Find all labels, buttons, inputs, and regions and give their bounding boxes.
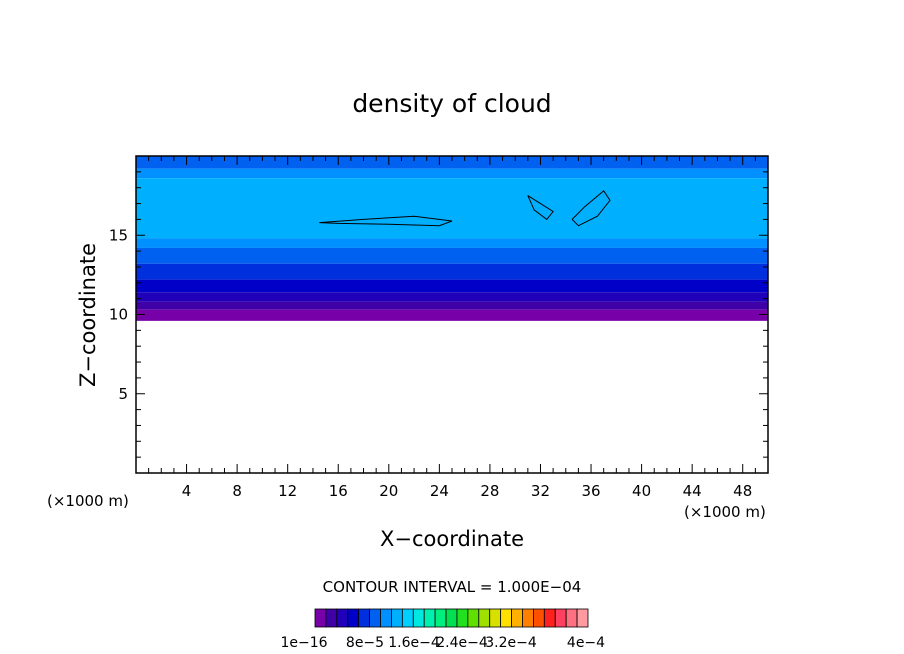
- x-tick-label: 8: [232, 482, 242, 500]
- x-tick-label: 40: [632, 482, 651, 500]
- contour-band-0: [136, 156, 768, 169]
- colorbar-label: 3.2e−4: [485, 635, 537, 651]
- x-tick-label: 28: [480, 482, 499, 500]
- filled-contour-bands: [136, 156, 768, 321]
- y-axis-label: Z−coordinate: [76, 243, 100, 387]
- colorbar-swatch: [336, 608, 349, 628]
- colorbar-swatch: [511, 608, 523, 628]
- contour-line-2: [571, 190, 611, 227]
- contour-band-9: [136, 309, 768, 321]
- contour-band-7: [136, 292, 768, 302]
- colorbar-swatch: [445, 608, 458, 628]
- colorbar-swatch: [554, 608, 567, 628]
- colorbar-swatch: [358, 608, 370, 628]
- contour-band-3: [136, 238, 768, 248]
- x-axis-label: X−coordinate: [380, 527, 524, 551]
- chart-title: density of cloud: [352, 89, 551, 118]
- colorbar-swatch: [380, 608, 392, 628]
- colorbar-swatch: [543, 608, 556, 628]
- colorbar-swatch: [412, 608, 425, 628]
- colorbar-swatch: [467, 608, 480, 628]
- colorbar-swatch: [565, 608, 578, 628]
- contour-lines: [319, 190, 611, 227]
- y-tick-label: 15: [109, 226, 128, 244]
- colorbar-swatch: [391, 608, 403, 628]
- contour-band-6: [136, 279, 768, 293]
- colorbar-swatch: [401, 608, 414, 628]
- colorbar-label: 8e−5: [346, 635, 384, 651]
- colorbar-swatch: [423, 608, 436, 628]
- y-tick-label: 5: [118, 385, 128, 403]
- x-unit-left-label: (×1000 m): [47, 492, 129, 510]
- plot-area: [135, 155, 769, 474]
- colorbar-swatch: [325, 608, 338, 628]
- colorbar-label: 1e−16: [280, 635, 327, 651]
- contour-band-2: [136, 178, 768, 239]
- x-tick-label: 44: [683, 482, 702, 500]
- x-tick-label: 20: [379, 482, 398, 500]
- colorbar: [314, 608, 589, 628]
- colorbar-swatch: [434, 608, 447, 628]
- colorbar-swatch: [522, 608, 534, 628]
- colorbar-swatch: [500, 608, 512, 628]
- contour-line-1: [527, 195, 554, 221]
- contour-interval-text: CONTOUR INTERVAL = 1.000E−04: [323, 578, 582, 596]
- colorbar-label: 2.4e−4: [436, 635, 488, 651]
- colorbar-swatch: [478, 608, 491, 628]
- x-unit-right-label: (×1000 m): [684, 503, 766, 521]
- contour-band-4: [136, 247, 768, 264]
- x-tick-label: 16: [329, 482, 348, 500]
- contour-band-8: [136, 301, 768, 310]
- colorbar-swatch: [314, 608, 327, 628]
- colorbar-swatch: [347, 608, 360, 628]
- colorbar-swatch: [456, 608, 469, 628]
- colorbar-swatch: [369, 608, 381, 628]
- y-tick-label: 10: [109, 306, 128, 324]
- x-tick-label: 12: [278, 482, 297, 500]
- x-tick-label: 4: [182, 482, 192, 500]
- x-tick-label: 48: [733, 482, 752, 500]
- x-axis-ticks: 4 8 12 16 20 24 28 32 36 40 44 48: [148, 156, 756, 500]
- y-axis-ticks: 5 10 15: [109, 171, 768, 458]
- contour-band-1: [136, 168, 768, 179]
- x-tick-label: 24: [430, 482, 449, 500]
- colorbar-label: 4e−4: [567, 635, 605, 651]
- colorbar-labels: 1e−16 8e−5 1.6e−42.4e−43.2e−4 4e−4: [280, 635, 605, 651]
- colorbar-swatch: [489, 608, 502, 628]
- colorbar-swatch: [576, 608, 589, 628]
- x-tick-label: 32: [531, 482, 550, 500]
- colorbar-swatch: [533, 608, 545, 628]
- contour-band-5: [136, 263, 768, 280]
- colorbar-label: 1.6e−4: [388, 635, 440, 651]
- contour-line-0: [319, 215, 453, 227]
- x-tick-label: 36: [581, 482, 600, 500]
